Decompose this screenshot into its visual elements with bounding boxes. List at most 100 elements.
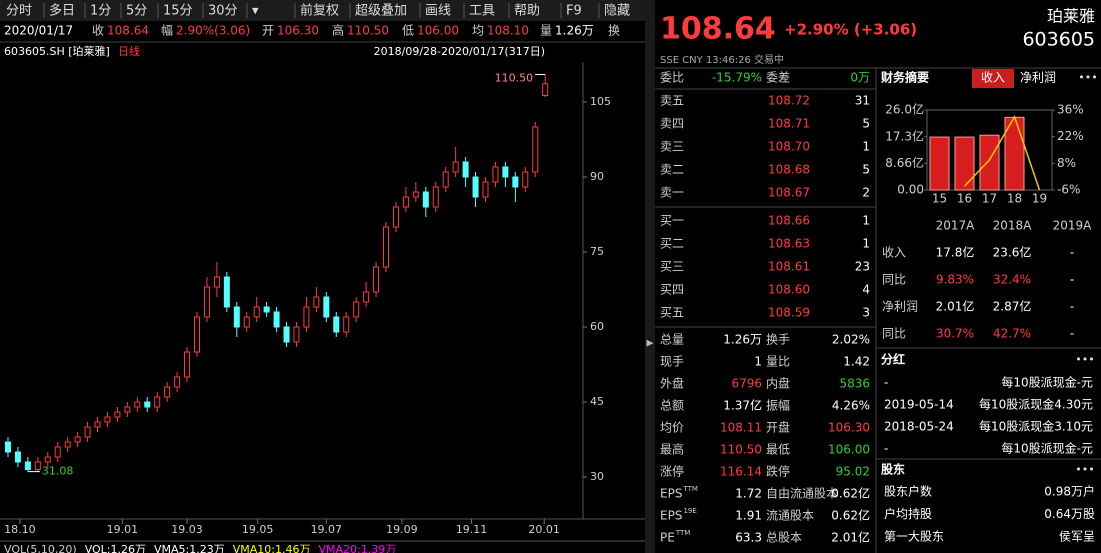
- market-status: SSE CNY 13:46:26 交易中: [660, 53, 784, 66]
- toolbar-tab[interactable]: 隐藏: [604, 4, 630, 19]
- info-label: 换: [608, 24, 620, 38]
- ob-volume: 1: [862, 237, 870, 251]
- candle-body: [472, 176, 479, 198]
- toolbar-tab[interactable]: 多日: [49, 3, 75, 19]
- stat-value: 0.62亿: [831, 486, 870, 501]
- stat-label: 自由流通股本: [766, 487, 838, 501]
- candle-body: [293, 326, 300, 343]
- x-tick-label: 19.05: [242, 523, 274, 536]
- table-label: 同比: [882, 273, 906, 287]
- x-tick-label: 19.01: [107, 523, 139, 536]
- ob-level: 买三: [660, 260, 684, 274]
- toolbar-tab[interactable]: 工具: [469, 4, 495, 19]
- candle-body: [323, 296, 330, 318]
- toolbar-tab[interactable]: ▾: [252, 4, 259, 19]
- toolbar-tab[interactable]: 超级叠加: [355, 4, 407, 19]
- toolbar-tab[interactable]: 30分: [208, 4, 238, 19]
- info-label: 均: [472, 24, 484, 38]
- tab[interactable]: 净利润: [1020, 71, 1056, 85]
- x-tick-label: 19.11: [456, 523, 488, 536]
- dividend-date: -: [884, 376, 888, 390]
- stat-value: 110.50: [720, 443, 762, 457]
- toolbar-tab[interactable]: 1分: [90, 4, 111, 19]
- toolbar-tab[interactable]: 画线: [425, 4, 451, 19]
- candle-body: [442, 171, 449, 188]
- holder-value: 0.98万户: [1044, 484, 1095, 499]
- candle-body: [532, 126, 539, 173]
- candle-body: [54, 446, 61, 458]
- stat-value: 1.26万: [723, 333, 762, 347]
- info-label: 开: [262, 24, 274, 38]
- stat-value: 6796: [731, 377, 762, 391]
- stat-label: 总量: [660, 333, 684, 347]
- holder-label: 户均持股: [884, 506, 932, 521]
- dividend-date: -: [884, 442, 888, 456]
- table-header: 2018A: [993, 219, 1033, 233]
- toolbar-tab[interactable]: 5分: [126, 4, 147, 19]
- table-cell: -: [1070, 246, 1074, 260]
- splitter-arrow[interactable]: ▶: [647, 339, 654, 349]
- stat-label: EPS: [660, 487, 682, 501]
- candle-body: [343, 316, 350, 333]
- section-title: 财务摘要: [880, 70, 929, 85]
- info-value: 108.10: [487, 24, 529, 38]
- x-tick-label: 19.07: [311, 523, 343, 536]
- stat-label: 总额: [660, 399, 684, 413]
- stat-value: 4.26%: [832, 399, 870, 413]
- stat-value: 1.72: [735, 487, 762, 501]
- tab-bg[interactable]: [972, 69, 1014, 88]
- more-icon[interactable]: •••: [1075, 463, 1094, 476]
- dividend-text: 每10股派现金-元: [1001, 441, 1093, 456]
- more-icon[interactable]: •••: [1075, 353, 1094, 366]
- toolbar-tab[interactable]: 15分: [163, 4, 193, 19]
- ob-level: 卖三: [660, 140, 684, 154]
- more-icon[interactable]: •••: [1078, 71, 1097, 84]
- date: 2020/01/17: [4, 24, 73, 38]
- section-title: 分红: [881, 352, 905, 367]
- candle-body: [243, 316, 250, 328]
- section-title: 股东: [881, 462, 905, 477]
- ob-price: 108.70: [768, 140, 810, 154]
- table-cell: 9.83%: [936, 273, 974, 287]
- x-tick-label: 17: [982, 192, 997, 206]
- stat-value: 2.02%: [832, 333, 870, 347]
- ob-volume: 1: [862, 214, 870, 228]
- toolbar-tab[interactable]: 前复权: [300, 3, 339, 19]
- x-tick-label: 19.03: [171, 523, 203, 536]
- y-tick-label: 17.3亿: [885, 128, 924, 143]
- candle-body: [134, 401, 141, 408]
- stat-label: 振幅: [766, 398, 790, 413]
- stat-value: 106.00: [828, 443, 870, 457]
- stat-label-sup: TTM: [682, 485, 697, 493]
- ob-price: 108.66: [768, 214, 810, 228]
- ob-label: 委比: [660, 71, 684, 85]
- candle-body: [283, 326, 290, 343]
- ob-price: 108.63: [768, 237, 810, 251]
- candle-body: [84, 426, 91, 438]
- candle-body: [124, 406, 131, 413]
- toolbar-tab[interactable]: F9: [566, 4, 582, 19]
- y-tick-label: 8.66亿: [885, 155, 924, 170]
- stat-value: 1.37亿: [723, 398, 762, 413]
- tab[interactable]: 收入: [981, 71, 1005, 85]
- table-cell: 2.01亿: [936, 299, 975, 314]
- holder-label: 股东户数: [884, 484, 932, 499]
- candle-body: [273, 311, 280, 328]
- info-value: 2.90%(3.06): [176, 24, 250, 38]
- ob-price: 108.67: [768, 186, 810, 200]
- ob-level: 买二: [660, 237, 684, 251]
- candle-body: [233, 306, 240, 328]
- stock-code: 603605: [1022, 29, 1095, 51]
- toolbar-tab[interactable]: 帮助: [514, 4, 540, 19]
- splitter: [645, 0, 655, 553]
- bar: [929, 136, 950, 191]
- ob-volume: 2: [862, 186, 870, 200]
- stat-value: 1: [754, 355, 762, 369]
- candle-body: [303, 306, 310, 328]
- ob-price: 108.71: [768, 117, 810, 131]
- stat-label: 流通股本: [766, 509, 814, 523]
- bar: [979, 134, 1000, 191]
- toolbar-tab[interactable]: 分时: [6, 4, 32, 19]
- candle-body: [94, 421, 101, 428]
- x-tick-label: 19.09: [386, 523, 418, 536]
